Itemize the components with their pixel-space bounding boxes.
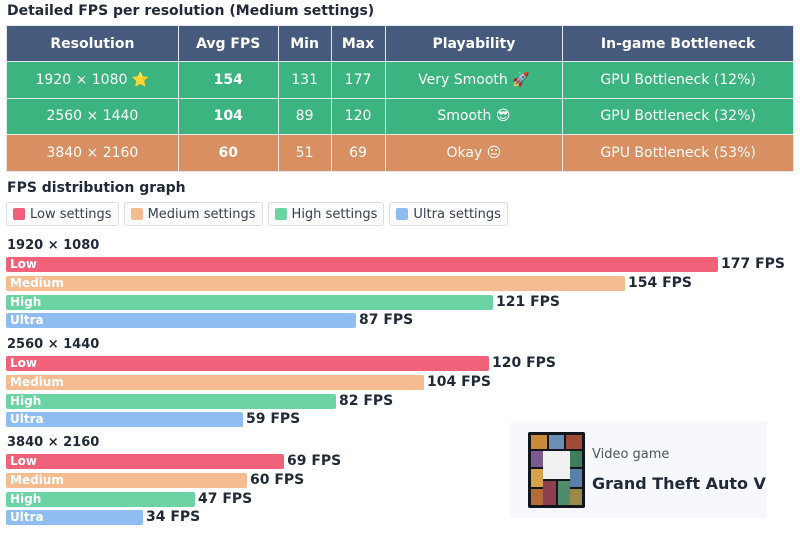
cell-playability: Okay 😐 [384,134,564,172]
bar-setting-label: Ultra [10,313,44,328]
table-title: Detailed FPS per resolution (Medium sett… [7,3,375,19]
cell-max: 120 [330,97,386,135]
bar-value-label: 154 FPS [628,274,693,291]
bar-medium[interactable] [6,374,424,390]
resolution-group-label: 2560 × 1440 [7,337,100,352]
table-row: 3840 × 2160 60 51 69 Okay 😐 GPU Bottleneck (5… [6,134,794,172]
bar-value-label: 87 FPS [359,312,414,329]
legend-label: Medium settings [147,206,256,222]
bar-setting-label: Ultra [10,412,44,427]
bar-setting-label: Medium [10,374,64,389]
bar-setting-label: Medium [10,472,64,487]
cell-bottleneck: GPU Bottleneck (32%) [562,97,794,135]
cell-max: 69 [330,134,386,172]
legend-label: Ultra settings [413,206,501,222]
bar-value-label: 82 FPS [339,392,394,409]
bar-value-label: 60 FPS [250,471,305,488]
cell-avg-fps: 104 [177,97,279,135]
bar-value-label: 34 FPS [146,509,201,526]
cell-max: 177 [330,61,386,99]
legend-swatch [130,208,143,220]
bar-value-label: 120 FPS [492,355,557,371]
bar-low[interactable] [6,454,284,469]
bar-high[interactable] [6,294,493,310]
game-cover-icon [528,432,585,508]
bar-medium[interactable] [6,275,625,291]
bar-setting-label: High [10,393,42,408]
cell-min: 131 [277,61,332,99]
bar-value-label: 177 FPS [721,256,786,272]
bar-value-label: 104 FPS [427,373,492,390]
cell-min: 89 [277,97,332,135]
bar-ultra[interactable] [6,412,243,428]
header-max: Max [330,25,386,62]
bar-setting-label: Low [10,257,37,271]
header-bottleneck: In-game Bottleneck [562,25,794,62]
game-card-subtitle: Video game [592,447,670,462]
cell-resolution: 3840 × 2160 [6,134,179,172]
legend-item[interactable]: Ultra settings [389,202,508,226]
bar-setting-label: Low [10,356,37,370]
chart-legend: Low settings Medium settings High settings… [6,202,508,226]
bar-setting-label: Low [10,454,37,468]
bar-setting-label: Medium [10,275,64,290]
bar-high[interactable] [6,393,336,409]
legend-swatch [396,208,409,220]
table-header-row: Resolution Avg FPS Min Max Playability I… [6,25,794,62]
bar-setting-label: Ultra [10,510,44,525]
bar-medium[interactable] [6,472,247,488]
header-avg-fps: Avg FPS [177,25,279,62]
header-min: Min [277,25,332,62]
legend-label: High settings [291,206,378,222]
fps-table: Resolution Avg FPS Min Max Playability I… [6,25,794,172]
cell-playability: Smooth 😎 [384,97,564,135]
bar-low[interactable] [6,356,489,371]
game-card[interactable]: Video game Grand Theft Auto V [510,421,767,518]
cell-bottleneck: GPU Bottleneck (12%) [562,61,794,99]
bar-value-label: 59 FPS [246,411,301,428]
legend-item[interactable]: Medium settings [123,202,263,226]
table-row: 2560 × 1440 104 89 120 Smooth 😎 GPU Bottlenec… [6,97,794,135]
bar-value-label: 47 FPS [198,490,253,507]
legend-swatch [274,208,287,220]
table-row: 1920 × 1080 ⭐ 154 131 177 Very Smooth 🚀 GPU B… [6,61,794,99]
legend-label: Low settings [30,206,112,222]
cell-resolution: 2560 × 1440 [6,97,179,135]
legend-item[interactable]: Low settings [6,202,119,226]
resolution-group-label: 3840 × 2160 [7,435,100,450]
bar-value-label: 121 FPS [496,293,561,310]
bar-low[interactable] [6,257,718,272]
cell-avg-fps: 154 [177,61,279,99]
cell-avg-fps: 60 [177,134,279,172]
cell-resolution: 1920 × 1080 ⭐ [6,61,179,99]
header-resolution: Resolution [6,25,179,62]
bar-setting-label: High [10,491,42,506]
graph-title: FPS distribution graph [7,180,186,196]
header-playability: Playability [384,25,564,62]
bar-setting-label: High [10,294,42,309]
legend-item[interactable]: High settings [267,202,385,226]
bar-value-label: 69 FPS [287,453,342,469]
bar-ultra[interactable] [6,313,356,329]
game-card-title[interactable]: Grand Theft Auto V [592,474,766,493]
bar-ultra[interactable] [6,510,143,526]
cell-bottleneck: GPU Bottleneck (53%) [562,134,794,172]
resolution-group-label: 1920 × 1080 [7,238,100,253]
cell-min: 51 [277,134,332,172]
legend-swatch [13,208,25,220]
bar-high[interactable] [6,491,195,507]
cell-playability: Very Smooth 🚀 [384,61,564,99]
